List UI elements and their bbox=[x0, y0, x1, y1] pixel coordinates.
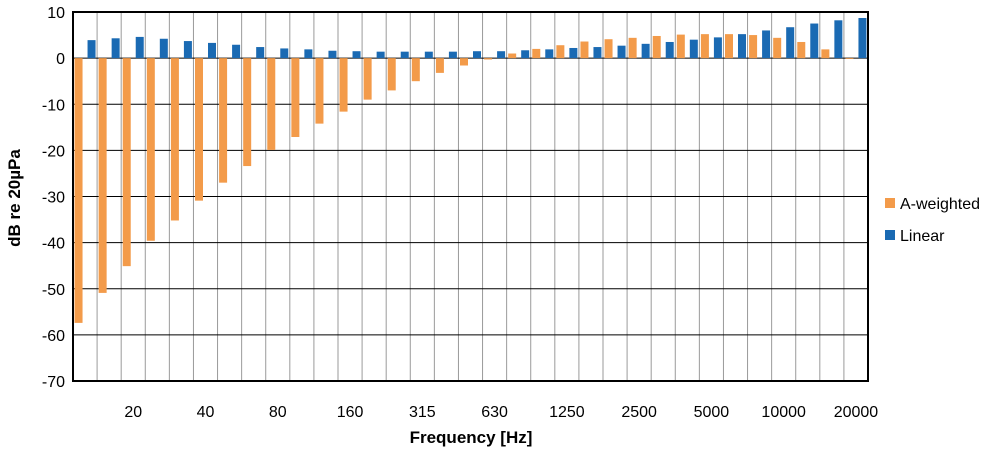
bar-a-weighted bbox=[556, 45, 565, 59]
bar-linear bbox=[641, 43, 650, 59]
bar-a-weighted bbox=[195, 58, 203, 201]
bar-a-weighted bbox=[845, 58, 854, 59]
bar-linear bbox=[858, 17, 867, 59]
bar-linear bbox=[786, 27, 795, 59]
bar-a-weighted bbox=[363, 58, 372, 100]
bar-a-weighted bbox=[797, 41, 806, 59]
bar-linear bbox=[424, 51, 433, 59]
y-tick-label: -70 bbox=[42, 374, 65, 391]
bar-a-weighted bbox=[387, 58, 396, 91]
bar-linear bbox=[448, 51, 457, 59]
x-tick-label: 315 bbox=[409, 404, 436, 421]
legend-label-linear: Linear bbox=[900, 228, 945, 245]
bar-a-weighted bbox=[652, 35, 661, 59]
y-tick-label: -20 bbox=[42, 143, 65, 160]
x-tick-label: 40 bbox=[197, 404, 215, 421]
bar-linear bbox=[135, 36, 144, 59]
bar-linear bbox=[473, 51, 481, 59]
x-tick-label: 20000 bbox=[834, 404, 879, 421]
bar-a-weighted bbox=[339, 58, 348, 112]
bar-linear bbox=[617, 45, 626, 59]
x-tick-label: 160 bbox=[337, 404, 364, 421]
bar-a-weighted bbox=[435, 58, 444, 73]
legend-label-a-weighted: A-weighted bbox=[900, 196, 980, 213]
y-tick-label: -10 bbox=[42, 97, 65, 114]
legend-swatch-a-weighted bbox=[885, 198, 895, 208]
x-tick-label: 1250 bbox=[549, 404, 585, 421]
bar-a-weighted bbox=[74, 58, 83, 323]
bar-linear bbox=[87, 40, 96, 59]
bar-a-weighted bbox=[628, 37, 637, 59]
bar-linear bbox=[521, 50, 530, 59]
bar-a-weighted bbox=[122, 58, 131, 267]
bar-a-weighted bbox=[508, 53, 517, 59]
bar-linear bbox=[232, 44, 241, 59]
bar-linear bbox=[159, 38, 168, 59]
x-tick-label: 80 bbox=[269, 404, 287, 421]
y-tick-label: -50 bbox=[42, 282, 65, 299]
bar-a-weighted bbox=[773, 37, 782, 59]
x-tick-label: 2500 bbox=[621, 404, 657, 421]
bar-a-weighted bbox=[604, 39, 613, 59]
bar-a-weighted bbox=[676, 34, 685, 59]
bar-a-weighted bbox=[411, 58, 420, 82]
bar-a-weighted bbox=[580, 41, 589, 59]
bar-linear bbox=[834, 20, 843, 59]
bar-linear bbox=[280, 48, 289, 59]
bar-a-weighted bbox=[749, 35, 758, 59]
x-axis-title: Frequency [Hz] bbox=[410, 428, 533, 447]
bar-a-weighted bbox=[725, 34, 733, 59]
bar-a-weighted bbox=[98, 58, 107, 293]
bars bbox=[74, 17, 867, 323]
bar-a-weighted bbox=[315, 58, 324, 124]
bar-a-weighted bbox=[243, 58, 252, 167]
x-tick-label: 20 bbox=[124, 404, 142, 421]
bar-a-weighted bbox=[291, 58, 300, 137]
bar-linear bbox=[352, 51, 361, 59]
bar-linear bbox=[738, 34, 746, 59]
bar-linear bbox=[111, 38, 120, 59]
legend-swatch-linear bbox=[885, 230, 895, 240]
bar-a-weighted bbox=[484, 58, 493, 60]
y-tick-label: 10 bbox=[47, 5, 65, 22]
bar-linear bbox=[497, 51, 506, 59]
bar-a-weighted bbox=[821, 49, 830, 59]
x-tick-label: 630 bbox=[481, 404, 508, 421]
bar-a-weighted bbox=[460, 58, 468, 66]
y-tick-label: -40 bbox=[42, 236, 65, 253]
bar-linear bbox=[569, 47, 578, 59]
y-tick-label: -60 bbox=[42, 328, 65, 345]
bar-linear bbox=[328, 50, 337, 59]
y-tick-label: -30 bbox=[42, 190, 65, 207]
bar-linear bbox=[762, 30, 771, 59]
bar-linear bbox=[689, 39, 698, 59]
bar-a-weighted bbox=[219, 58, 228, 183]
bar-linear bbox=[593, 47, 602, 59]
bar-linear bbox=[665, 41, 674, 59]
plot-frame bbox=[72, 11, 869, 382]
x-tick-label: 10000 bbox=[761, 404, 806, 421]
bar-a-weighted bbox=[267, 58, 276, 150]
bar-a-weighted bbox=[146, 58, 155, 241]
bar-linear bbox=[208, 42, 216, 59]
bar-linear bbox=[713, 37, 722, 59]
bar-linear bbox=[256, 47, 265, 59]
x-axis-ticks: 20 40 80 160 315 630 1250 2500 5000 10000 20000 bbox=[124, 404, 878, 421]
gridlines bbox=[73, 11, 868, 382]
bar-linear bbox=[183, 41, 192, 59]
y-axis-ticks: 10 0 -10 -20 -30 -40 -50 -60 -70 bbox=[42, 5, 65, 391]
bar-a-weighted bbox=[700, 34, 709, 59]
y-axis-title: dB re 20µPa bbox=[5, 149, 24, 247]
bar-linear bbox=[376, 51, 385, 59]
x-tick-label: 5000 bbox=[694, 404, 730, 421]
bar-linear bbox=[400, 51, 409, 59]
bar-a-weighted bbox=[170, 58, 179, 221]
bar-linear bbox=[810, 23, 819, 59]
bar-a-weighted bbox=[532, 48, 541, 59]
legend: A-weighted Linear bbox=[885, 196, 980, 245]
y-tick-label: 0 bbox=[56, 51, 65, 68]
bar-linear bbox=[545, 49, 554, 59]
bar-linear bbox=[304, 49, 313, 59]
